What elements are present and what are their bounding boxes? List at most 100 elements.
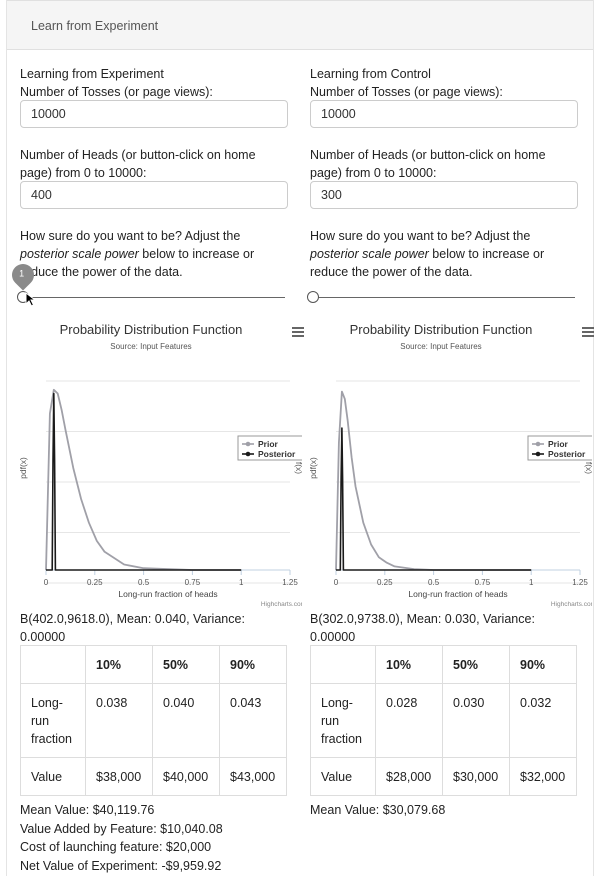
y-axis-label-right: f(x) bbox=[294, 462, 302, 474]
x-tick-label: 1.25 bbox=[282, 578, 298, 587]
table-cell: 0.030 bbox=[442, 683, 510, 758]
control-power-slider-track[interactable] bbox=[313, 297, 575, 298]
legend-label: Prior bbox=[548, 439, 569, 449]
row-label-cell: Value bbox=[310, 757, 376, 796]
experiment-quantile-table: 10% 50% 90% Long-run fraction 0.038 0.040… bbox=[20, 645, 287, 796]
panel-header: Learn from Experiment bbox=[7, 0, 593, 50]
control-heads-label-2: page) from 0 to 10000: bbox=[310, 166, 437, 180]
table-header-cell bbox=[310, 645, 376, 684]
control-tosses-input[interactable] bbox=[310, 100, 578, 128]
x-tick-label: 1.25 bbox=[572, 578, 588, 587]
experiment-summary: Mean Value: $40,119.76 Value Added by Fe… bbox=[20, 801, 223, 875]
legend-label: Prior bbox=[258, 439, 279, 449]
experiment-tosses-input[interactable] bbox=[20, 100, 288, 128]
table-header-cell: 10% bbox=[375, 645, 443, 684]
x-tick-label: 0.5 bbox=[138, 578, 150, 587]
x-axis-label: Long-run fraction of heads bbox=[408, 589, 507, 599]
panel-title: Learn from Experiment bbox=[31, 19, 159, 33]
table-row: Long-run fraction 0.038 0.040 0.043 bbox=[20, 683, 287, 758]
control-summary: Mean Value: $30,079.68 bbox=[310, 801, 445, 820]
experiment-dist-line-1: B(402.0,9618.0), Mean: 0.040, Variance: bbox=[20, 612, 245, 626]
legend-label: Posterior bbox=[548, 449, 586, 459]
legend-label: Posterior bbox=[258, 449, 296, 459]
table-cell: 0.032 bbox=[509, 683, 577, 758]
y-axis-label: pdf(x) bbox=[308, 457, 318, 479]
control-sure-line-2: posterior scale power below to increase … bbox=[310, 245, 544, 263]
x-tick-label: 0 bbox=[334, 578, 339, 587]
table-header-row: 10% 50% 90% bbox=[20, 645, 287, 684]
x-tick-label: 0.75 bbox=[475, 578, 491, 587]
chart-menu-icon[interactable] bbox=[292, 327, 304, 337]
experiment-heading: Learning from Experiment bbox=[20, 67, 164, 81]
x-tick-label: 0.75 bbox=[185, 578, 201, 587]
chart-title: Probability Distribution Function bbox=[59, 322, 243, 337]
chart-menu-icon[interactable] bbox=[582, 327, 594, 337]
table-cell: $38,000 bbox=[85, 757, 153, 796]
experiment-tosses-label: Number of Tosses (or page views): bbox=[20, 85, 213, 99]
chart-title: Probability Distribution Function bbox=[349, 322, 533, 337]
posterior-power-term: posterior scale power bbox=[20, 247, 139, 261]
experiment-chart-svg: 0 0.25 0.5 0.75 1 1.25 Long-run fraction of he… bbox=[18, 380, 302, 608]
table-header-cell: 10% bbox=[85, 645, 153, 684]
control-pdf-chart: Probability Distribution Function Source… bbox=[302, 316, 594, 612]
experiment-sure-line-1: How sure do you want to be? Adjust the bbox=[20, 229, 241, 243]
learn-panel: Learn from Experiment bbox=[6, 0, 594, 876]
x-axis-label: Long-run fraction of heads bbox=[118, 589, 217, 599]
chart-credit: Highcharts.com bbox=[551, 601, 592, 608]
table-header-cell bbox=[20, 645, 86, 684]
x-tick-label: 0.25 bbox=[377, 578, 393, 587]
x-tick-label: 1 bbox=[529, 578, 534, 587]
control-distribution: B(302.0,9738.0), Mean: 0.030, Variance: … bbox=[310, 610, 535, 646]
mouse-cursor-icon bbox=[25, 292, 37, 307]
control-dist-line-1: B(302.0,9738.0), Mean: 0.030, Variance: bbox=[310, 612, 535, 626]
table-header-row: 10% 50% 90% bbox=[310, 645, 577, 684]
experiment-heads-input[interactable] bbox=[20, 181, 288, 209]
control-heads-label-1: Number of Heads (or button-click on home bbox=[310, 148, 546, 162]
series-line-posterior bbox=[336, 427, 532, 571]
experiment-sure-line-3: reduce the power of the data. bbox=[20, 265, 183, 279]
net-value: Net Value of Experiment: -$9,959.92 bbox=[20, 858, 222, 873]
row-label-cell: Long-run fraction bbox=[310, 683, 376, 758]
control-chart-svg: 0 0.25 0.5 0.75 1 1.25 Long-run fraction of he… bbox=[308, 380, 592, 608]
table-cell: 0.028 bbox=[375, 683, 443, 758]
table-header-cell: 90% bbox=[219, 645, 287, 684]
control-tosses-label: Number of Tosses (or page views): bbox=[310, 85, 503, 99]
x-tick-label: 1 bbox=[239, 578, 244, 587]
series-line-prior bbox=[45, 388, 242, 571]
table-row: Value $38,000 $40,000 $43,000 bbox=[20, 757, 287, 796]
table-header-cell: 50% bbox=[152, 645, 220, 684]
experiment-sure-line-2: posterior scale power below to increase … bbox=[20, 245, 254, 263]
row-label-cell: Value bbox=[20, 757, 86, 796]
experiment-power-slider-track[interactable] bbox=[23, 297, 285, 298]
y-axis-label-right: f(x) bbox=[584, 462, 592, 474]
legend-marker bbox=[535, 441, 541, 447]
experiment-heads-label-2: page) from 0 to 10000: bbox=[20, 166, 147, 180]
row-label-cell: Long-run fraction bbox=[20, 683, 86, 758]
mean-value: Mean Value: $40,119.76 bbox=[20, 803, 155, 817]
control-sure-line-3: reduce the power of the data. bbox=[310, 265, 473, 279]
table-cell: $30,000 bbox=[442, 757, 510, 796]
legend-marker bbox=[535, 451, 541, 457]
control-heading: Learning from Control bbox=[310, 67, 431, 81]
series-line-posterior bbox=[46, 392, 242, 571]
table-row: Value $28,000 $30,000 $32,000 bbox=[310, 757, 577, 796]
experiment-distribution: B(402.0,9618.0), Mean: 0.040, Variance: … bbox=[20, 610, 245, 646]
sure-line-2-rest: below to increase or bbox=[428, 247, 545, 261]
chart-subtitle: Source: Input Features bbox=[400, 342, 482, 351]
y-axis-label: pdf(x) bbox=[18, 457, 28, 479]
x-tick-label: 0.25 bbox=[87, 578, 103, 587]
table-cell: 0.040 bbox=[152, 683, 220, 758]
table-cell: 0.043 bbox=[219, 683, 287, 758]
table-cell: $43,000 bbox=[219, 757, 287, 796]
chart-subtitle: Source: Input Features bbox=[110, 342, 192, 351]
experiment-pdf-chart: Probability Distribution Function Source… bbox=[12, 316, 304, 612]
chart-credit: Highcharts.com bbox=[261, 601, 302, 608]
launch-cost: Cost of launching feature: $20,000 bbox=[20, 840, 212, 854]
legend-marker bbox=[245, 451, 251, 457]
table-row: Long-run fraction 0.028 0.030 0.032 bbox=[310, 683, 577, 758]
table-cell: $32,000 bbox=[509, 757, 577, 796]
table-cell: $28,000 bbox=[375, 757, 443, 796]
control-power-slider-handle[interactable] bbox=[307, 291, 319, 303]
control-heads-input[interactable] bbox=[310, 181, 578, 209]
